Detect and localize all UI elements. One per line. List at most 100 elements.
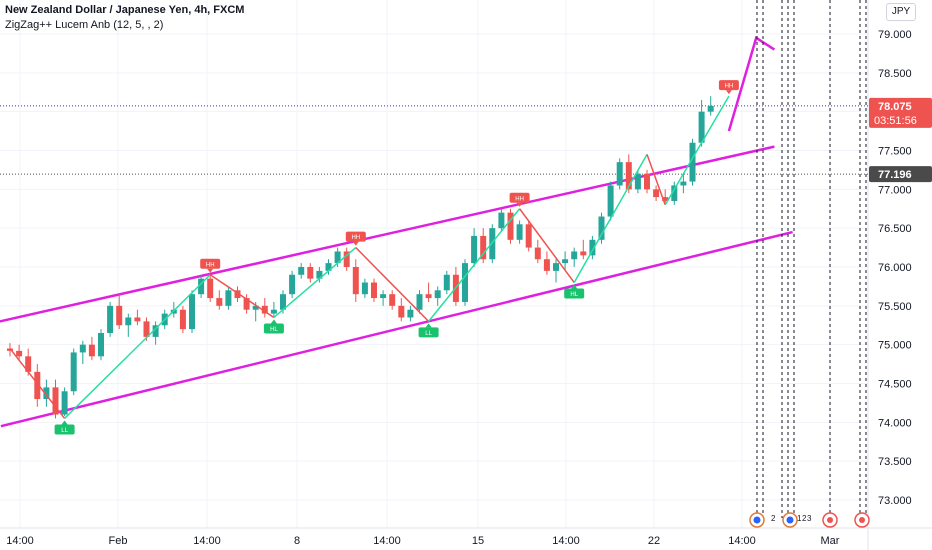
zigzag-label-box: [263, 323, 284, 334]
currency-button[interactable]: JPY: [886, 3, 916, 21]
zigzag-segment: [355, 247, 430, 322]
candle-body: [316, 270, 323, 279]
time-tick-label: Mar: [821, 535, 840, 547]
time-tick-label: 14:00: [373, 535, 401, 547]
event-flag-dot: [786, 516, 794, 524]
zigzag-label-pointer: [516, 202, 523, 207]
candle-body: [43, 387, 50, 400]
candle-body: [216, 298, 223, 306]
zigzag-label-pointer: [207, 268, 214, 273]
zigzag-label-box: [564, 288, 585, 299]
candle-body: [407, 309, 414, 318]
price-tick-label: 74.000: [878, 417, 912, 429]
price-tick-label: 79.000: [878, 29, 912, 41]
zigzag-line: [9, 95, 730, 419]
candle-body: [543, 259, 550, 271]
zigzag-label-pointer: [61, 420, 68, 425]
candle-body: [116, 305, 123, 326]
candle-body: [625, 162, 632, 190]
last-price-value: 78.075: [878, 101, 912, 113]
candle-body: [261, 305, 268, 314]
candle-body: [653, 189, 660, 198]
event-count-label: 1: [797, 514, 802, 523]
candle-body: [698, 111, 705, 143]
zigzag-label-box: [345, 231, 366, 242]
candle-body: [607, 185, 614, 217]
candle-body: [516, 224, 523, 240]
candle-body: [179, 309, 186, 330]
candle-body: [207, 278, 214, 299]
channel-upper-line: [0, 145, 775, 323]
trend-channel: [0, 145, 793, 428]
candle-body: [507, 212, 514, 240]
zigzag-label-box: [509, 192, 530, 203]
candle-body: [134, 317, 141, 322]
zigzag-label-text: HL: [570, 292, 578, 298]
zigzag-segment: [518, 208, 575, 283]
projection-path: [727, 35, 776, 132]
zigzag-segment: [428, 208, 521, 322]
candle-body: [580, 251, 587, 256]
zigzag-label: HH: [345, 231, 366, 246]
price-axis[interactable]: 73.000 73.500 74.000 74.500 75.000 75.500 76.0…: [869, 29, 932, 507]
zigzag-label-text: HH: [351, 235, 360, 241]
candle-body: [34, 371, 41, 400]
zigzag-label-text: HL: [270, 327, 278, 333]
time-tick-label: 14:00: [552, 535, 580, 547]
candle-body: [525, 224, 532, 248]
event-count-label: 2: [771, 514, 776, 523]
zigzag-label-box: [200, 258, 221, 269]
candle-body: [671, 185, 678, 201]
candle-body: [325, 263, 332, 271]
candle-body: [298, 267, 305, 275]
candle-body: [343, 251, 350, 267]
candle-body: [689, 142, 696, 182]
zigzag-label-box: [718, 80, 739, 91]
candle-body: [662, 197, 669, 201]
time-tick-label: 14:00: [193, 535, 221, 547]
price-tick-label: 78.500: [878, 68, 912, 80]
candle-body: [152, 325, 159, 337]
event-count-label: 2: [802, 514, 807, 523]
candle-body: [70, 352, 77, 392]
price-tick-label: 76.000: [878, 262, 912, 274]
candle-body: [61, 391, 68, 415]
candle-body: [443, 274, 450, 291]
zigzag-label: HL: [564, 284, 585, 299]
crosshair-price-value: 77.196: [878, 169, 912, 181]
candle-body: [534, 247, 541, 260]
zigzag-label: HH: [718, 80, 739, 95]
price-tick-label: 76.500: [878, 223, 912, 235]
symbol-title: New Zealand Dollar / Japanese Yen, 4h, F…: [5, 4, 245, 16]
chart-legend: New Zealand Dollar / Japanese Yen, 4h, F…: [5, 3, 244, 33]
candle-body: [680, 181, 687, 186]
candle-body: [462, 263, 468, 302]
candle-body: [634, 173, 641, 190]
zigzag-label-text: HH: [515, 196, 524, 202]
time-tick-label: 15: [472, 535, 484, 547]
candle-body: [389, 294, 396, 306]
zigzag-segment: [9, 348, 66, 419]
event-marker-dot: [859, 517, 865, 523]
projection-arrow: [727, 35, 776, 132]
zigzag-label-box: [54, 424, 75, 435]
candle-body: [616, 162, 623, 186]
last-price-tag: [869, 97, 932, 128]
zigzag-label: HH: [200, 258, 221, 273]
time-axis[interactable]: 14:00 Feb 14:00 8 14:00 15 14:00 22 14:00 Mar: [6, 535, 840, 547]
zigzag-label-text: LL: [61, 428, 68, 434]
price-tick-label: 77.000: [878, 184, 912, 196]
candle-body: [280, 294, 286, 310]
candle-body: [416, 294, 423, 310]
zigzag-label-pointer: [571, 284, 578, 289]
zigzag-label-box: [418, 327, 439, 338]
price-tick-label: 75.500: [878, 301, 912, 313]
candle-body: [471, 235, 478, 264]
candle-body: [88, 344, 95, 357]
zigzag-label-text: HH: [725, 84, 734, 90]
zigzag-label-text: LL: [425, 331, 432, 337]
candle-body: [98, 333, 104, 357]
indicator-label[interactable]: ZigZag++ Lucem Anb (12, 5, , 2): [5, 19, 164, 31]
candle-body: [644, 173, 650, 190]
